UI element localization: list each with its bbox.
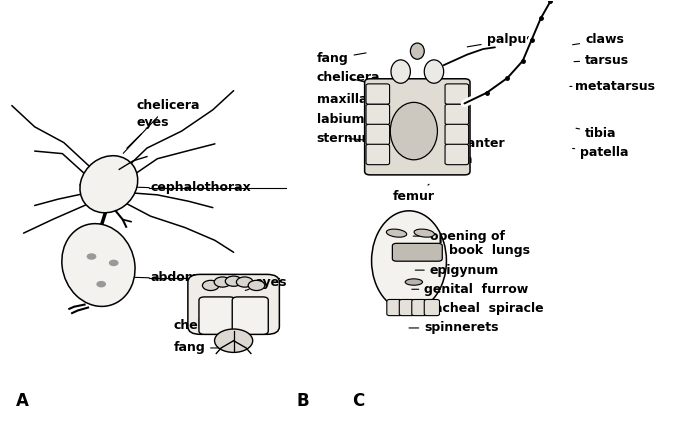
- Circle shape: [237, 277, 253, 287]
- Text: trochanter: trochanter: [432, 137, 506, 150]
- FancyBboxPatch shape: [400, 300, 415, 315]
- FancyBboxPatch shape: [366, 124, 390, 145]
- FancyBboxPatch shape: [393, 244, 442, 261]
- FancyBboxPatch shape: [232, 297, 268, 334]
- Text: spinnerets: spinnerets: [409, 321, 499, 334]
- FancyBboxPatch shape: [445, 124, 468, 145]
- Text: abdomen: abdomen: [150, 271, 216, 284]
- Ellipse shape: [414, 229, 434, 237]
- Ellipse shape: [214, 329, 253, 352]
- FancyBboxPatch shape: [366, 144, 390, 165]
- FancyBboxPatch shape: [366, 84, 390, 104]
- Text: femur: femur: [393, 184, 435, 202]
- Circle shape: [248, 280, 264, 291]
- Text: A: A: [16, 392, 29, 410]
- Ellipse shape: [80, 156, 138, 213]
- FancyBboxPatch shape: [365, 79, 470, 175]
- Text: tracheal  spiracle: tracheal spiracle: [410, 302, 544, 315]
- Text: maxilla: maxilla: [317, 93, 372, 106]
- Circle shape: [109, 260, 118, 265]
- Text: eyes: eyes: [127, 116, 169, 148]
- FancyBboxPatch shape: [445, 84, 468, 104]
- Circle shape: [226, 276, 242, 286]
- Text: eyes: eyes: [245, 276, 287, 291]
- Text: C: C: [352, 392, 365, 410]
- Ellipse shape: [62, 224, 135, 306]
- FancyBboxPatch shape: [199, 297, 235, 334]
- Text: coxa: coxa: [440, 153, 473, 166]
- Text: chelicera: chelicera: [173, 319, 237, 332]
- Ellipse shape: [411, 43, 425, 59]
- Text: fang: fang: [317, 52, 366, 65]
- FancyBboxPatch shape: [445, 144, 468, 165]
- Text: book  lungs: book lungs: [448, 244, 530, 257]
- Text: chelicera: chelicera: [317, 71, 380, 84]
- Ellipse shape: [391, 60, 411, 83]
- Text: claws: claws: [573, 33, 624, 46]
- Text: opening of: opening of: [413, 229, 505, 243]
- Text: tibia: tibia: [576, 127, 617, 140]
- FancyBboxPatch shape: [188, 274, 279, 334]
- Circle shape: [214, 277, 231, 287]
- Ellipse shape: [405, 279, 422, 285]
- FancyBboxPatch shape: [366, 104, 390, 125]
- Text: palpus: palpus: [467, 33, 533, 47]
- Circle shape: [97, 282, 105, 287]
- Text: tarsus: tarsus: [574, 54, 629, 67]
- Circle shape: [203, 280, 219, 291]
- Text: sternum: sternum: [317, 132, 375, 145]
- Text: cephalothorax: cephalothorax: [150, 181, 251, 194]
- FancyBboxPatch shape: [387, 300, 402, 315]
- Text: fang: fang: [173, 342, 219, 354]
- Ellipse shape: [390, 102, 437, 160]
- Text: labium: labium: [317, 113, 370, 126]
- FancyBboxPatch shape: [425, 300, 439, 315]
- Ellipse shape: [386, 229, 406, 237]
- Circle shape: [88, 254, 95, 259]
- FancyBboxPatch shape: [412, 300, 427, 315]
- Text: patella: patella: [573, 146, 628, 159]
- Ellipse shape: [425, 60, 443, 83]
- Text: chelicera: chelicera: [123, 99, 200, 153]
- Text: B: B: [296, 392, 309, 410]
- Text: epigynum: epigynum: [416, 264, 499, 276]
- Ellipse shape: [372, 211, 446, 311]
- Text: genital  furrow: genital furrow: [412, 283, 528, 296]
- Text: metatarsus: metatarsus: [570, 80, 655, 93]
- FancyBboxPatch shape: [445, 104, 468, 125]
